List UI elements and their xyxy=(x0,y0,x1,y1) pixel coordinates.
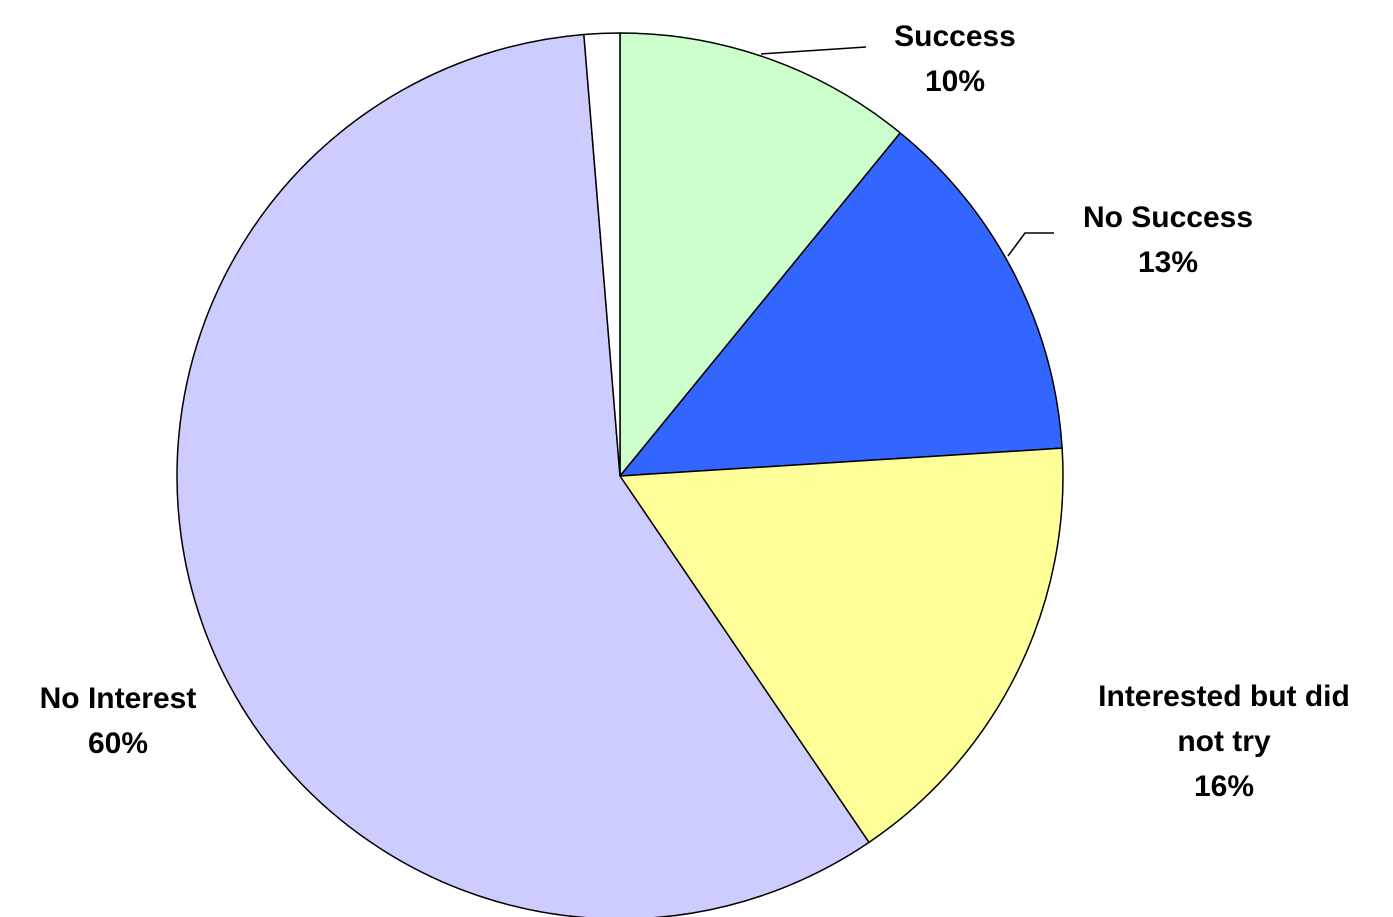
leader-line xyxy=(760,46,867,55)
slice-value-label: 10% xyxy=(925,65,985,98)
leader-lines xyxy=(760,46,1054,257)
slice-value-label: 13% xyxy=(1138,246,1198,279)
slice-category-label: No Success xyxy=(1083,201,1253,234)
pie-slices xyxy=(176,32,1064,917)
pie-slice xyxy=(619,447,1064,844)
leader-line xyxy=(1007,232,1054,257)
slice-value-label: 16% xyxy=(1194,770,1254,803)
slice-category-label: No Interest xyxy=(40,682,197,715)
pie-slice xyxy=(176,33,870,917)
slice-value-label: 60% xyxy=(88,727,148,760)
slice-labels: Success 10% No Success 13% Interested but di… xyxy=(40,20,1350,803)
pie-slice xyxy=(619,132,1063,477)
slice-category-label: Success xyxy=(894,20,1016,53)
slice-category-label: Interested but did xyxy=(1098,680,1350,713)
pie-slice xyxy=(619,32,901,477)
pie-slice xyxy=(583,32,621,477)
slice-category-label: not try xyxy=(1177,725,1271,758)
